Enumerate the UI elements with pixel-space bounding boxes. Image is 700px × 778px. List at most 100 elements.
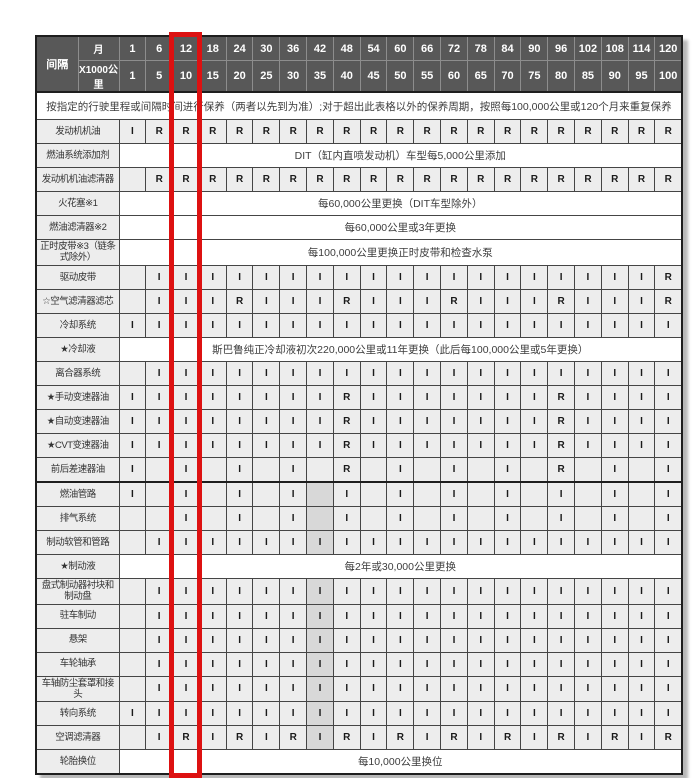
mark-cell: I: [386, 505, 415, 531]
row-label: 发动机机油滤清器: [35, 167, 120, 192]
mark-cell: I: [547, 312, 576, 338]
mark-cell: I: [332, 529, 361, 555]
mark-cell: I: [225, 577, 254, 605]
mark-cell: I: [359, 360, 388, 386]
mark-cell: I: [172, 505, 200, 531]
mark-cell: I: [574, 627, 602, 653]
mark-cell: I: [440, 264, 468, 290]
mark-cell: I: [600, 505, 629, 531]
table-row: 燃油系统添加剂 DIT（缸内直喷发动机）车型每5,000公里添加: [35, 143, 683, 168]
mark-cell: I: [413, 384, 442, 410]
month-header: 12: [172, 35, 200, 61]
mark-cell: I: [252, 264, 281, 290]
mark-cell: R: [198, 167, 227, 192]
table-row: 盘式制动器衬块和制动盘 I I I I I I I I I I I I I I I I I I I I: [35, 577, 683, 605]
mark-cell: I: [600, 627, 629, 653]
mark-cell: R: [172, 167, 200, 192]
mark-cell: I: [225, 603, 254, 629]
mark-cell: I: [520, 264, 549, 290]
mark-cell: I: [466, 725, 495, 751]
mark-cell: I: [574, 651, 602, 677]
km-header: 20: [225, 60, 254, 93]
mark-cell: I: [172, 701, 200, 727]
mark-cell: I: [332, 480, 361, 507]
table-row: 悬架 I I I I I I I I I I I I I I I I I I I I: [35, 627, 683, 653]
mark-cell: I: [627, 408, 656, 434]
mark-cell: I: [172, 432, 200, 458]
table-row: 离合器系统 I I I I I I I I I I I I I I I I I I I I: [35, 360, 683, 386]
mark-cell: I: [359, 264, 388, 290]
mark-cell: I: [172, 408, 200, 434]
mark-cell: I: [118, 456, 147, 483]
mark-cell: I: [332, 312, 361, 338]
mark-cell: I: [198, 264, 227, 290]
mark-cell: I: [440, 360, 468, 386]
km-header: 75: [520, 60, 549, 93]
mark-cell: I: [440, 603, 468, 629]
mark-cell: I: [627, 603, 656, 629]
mark-cell: I: [493, 577, 522, 605]
mark-cell: I: [547, 529, 576, 555]
mark-cell: I: [386, 701, 415, 727]
mark-cell: I: [145, 312, 174, 338]
mark-cell: I: [145, 432, 174, 458]
mark-cell: R: [654, 167, 683, 192]
km-header: 10: [172, 60, 200, 93]
table-row: ★自动变速器油 I I I I I I I I R I I I I I I I R I I I I: [35, 408, 683, 434]
month-header: 24: [225, 35, 254, 61]
mark-cell: R: [145, 167, 174, 192]
mark-cell: I: [466, 529, 495, 555]
table-row: 前后差速器油 I I I I R I I I R I I: [35, 456, 683, 483]
row-label: 发动机机油: [35, 119, 120, 144]
mark-cell: I: [600, 384, 629, 410]
mark-cell: R: [386, 167, 415, 192]
mark-cell: R: [279, 167, 308, 192]
mark-cell: I: [547, 701, 576, 727]
mark-cell: I: [520, 384, 549, 410]
mark-cell: I: [386, 577, 415, 605]
mark-cell: I: [520, 627, 549, 653]
mark-cell: I: [145, 701, 174, 727]
mark-cell: [466, 456, 495, 483]
mark-cell: R: [547, 119, 576, 144]
row-label: ★制动液: [35, 553, 120, 579]
row-label: 盘式制动器衬块和制动盘: [35, 577, 120, 605]
mark-cell: I: [252, 675, 281, 703]
mark-cell: I: [413, 288, 442, 314]
mark-cell: [118, 264, 147, 290]
mark-cell: I: [413, 408, 442, 434]
mark-cell: I: [654, 384, 683, 410]
mark-cell: I: [520, 701, 549, 727]
mark-cell: I: [145, 651, 174, 677]
month-header: 42: [306, 35, 334, 61]
mark-cell: I: [574, 288, 602, 314]
month-header: 6: [145, 35, 174, 61]
mark-cell: I: [279, 675, 308, 703]
mark-cell: R: [547, 408, 576, 434]
mark-cell: R: [306, 119, 334, 144]
mark-cell: I: [252, 408, 281, 434]
mark-cell: [118, 167, 147, 192]
row-label: ★手动变速器油: [35, 384, 120, 410]
mark-cell: I: [386, 384, 415, 410]
mark-cell: R: [600, 725, 629, 751]
row-label: 燃油系统添加剂: [35, 143, 120, 168]
mark-cell: [198, 505, 227, 531]
mark-cell: [118, 651, 147, 677]
mark-cell: [520, 456, 549, 483]
mark-cell: [118, 529, 147, 555]
mark-cell: I: [145, 725, 174, 751]
mark-cell: R: [332, 725, 361, 751]
month-header: 48: [332, 35, 361, 61]
mark-cell: I: [600, 603, 629, 629]
km-header: 40: [332, 60, 361, 93]
mark-cell: I: [547, 360, 576, 386]
mark-cell: I: [493, 456, 522, 483]
mark-cell: I: [332, 264, 361, 290]
mark-cell: I: [493, 384, 522, 410]
mark-cell: I: [654, 651, 683, 677]
mark-cell: R: [332, 384, 361, 410]
table-row: 发动机机油 I R R R R R R R R R R R R R R R R R R R R: [35, 119, 683, 144]
mark-cell: I: [493, 701, 522, 727]
mark-cell: I: [440, 627, 468, 653]
